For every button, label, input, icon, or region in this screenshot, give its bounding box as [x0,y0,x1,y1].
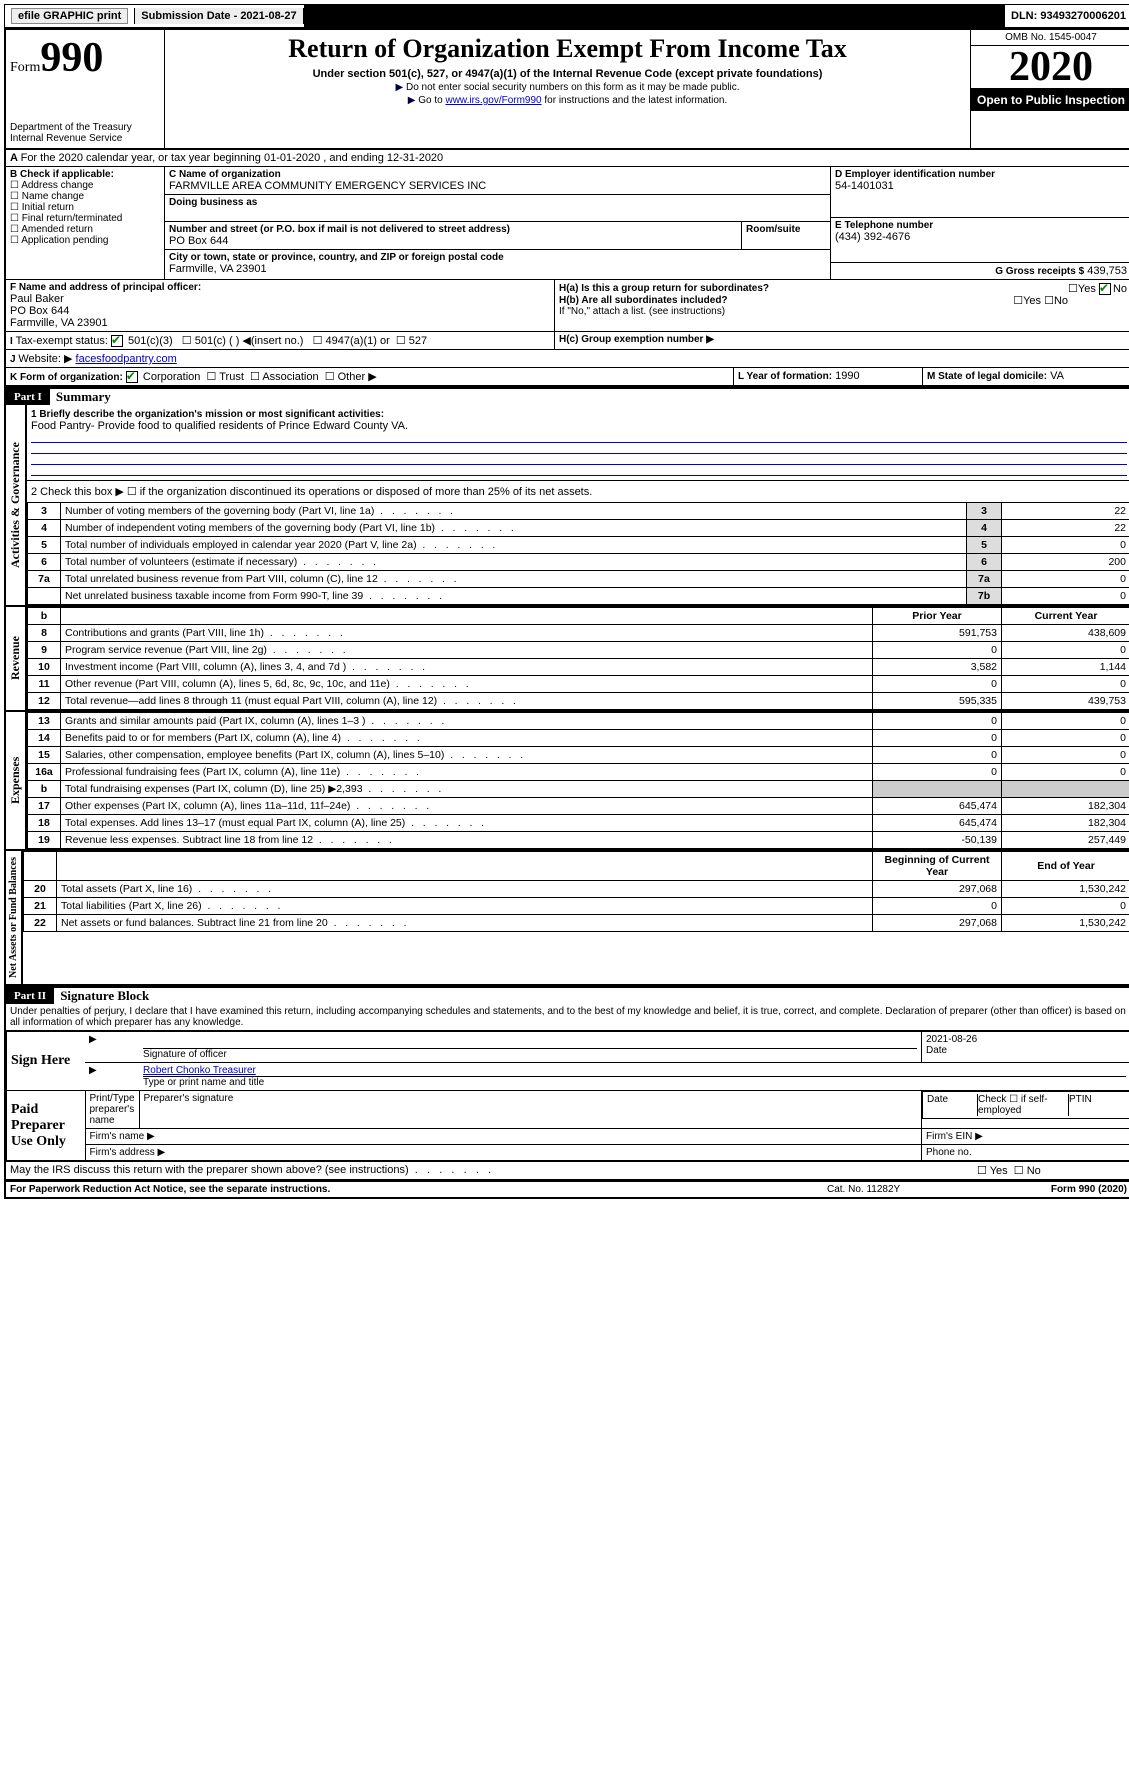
vtab-revenue: Revenue [6,607,27,710]
vtab-net: Net Assets or Fund Balances [6,851,23,984]
subtitle: Under section 501(c), 527, or 4947(a)(1)… [169,68,966,80]
form-title: Return of Organization Exempt From Incom… [169,34,966,64]
q1-label: 1 Briefly describe the organization's mi… [31,409,1127,420]
vtab-expenses: Expenses [6,712,27,849]
officer-name: Paul Baker [10,293,550,305]
note-ssn: Do not enter social security numbers on … [406,82,739,93]
dba-label: Doing business as [169,197,826,208]
paid-preparer-label: Paid Preparer Use Only [7,1091,86,1161]
sig-date: 2021-08-26 [926,1034,1126,1045]
dln: DLN: 93493270006201 [1005,8,1129,24]
efile-button[interactable]: efile GRAPHIC print [11,8,128,24]
topbar-black-fill [304,5,1005,27]
officer-city: Farmville, VA 23901 [10,317,550,329]
firm-addr-label: Firm's address ▶ [85,1145,922,1161]
year-formation: 1990 [835,370,859,382]
city-label: City or town, state or province, country… [169,252,826,263]
l-label: L Year of formation: [738,371,832,382]
open-public: Open to Public Inspection [971,89,1129,111]
note-goto-pre: Go to [418,95,445,106]
addr-label: Number and street (or P.O. box if mail i… [169,224,737,235]
mission-text: Food Pantry- Provide food to qualified r… [31,420,1127,432]
sign-here-label: Sign Here [7,1032,86,1091]
net-table: Beginning of Current YearEnd of Year 20T… [23,851,1129,932]
paperwork-label: For Paperwork Reduction Act Notice, see … [10,1184,827,1195]
room-label: Room/suite [746,224,826,235]
signature-table: Sign Here ▶ Signature of officer 2021-08… [6,1031,1129,1161]
note-goto-post: for instructions and the latest informat… [542,95,728,106]
part1-title: Summary [56,389,111,405]
part2-header: Part II [6,988,54,1004]
phone-no-label: Phone no. [922,1145,1129,1161]
tax-year: 2020 [971,46,1129,89]
perjury-text: Under penalties of perjury, I declare th… [6,1004,1129,1031]
org-name: FARMVILLE AREA COMMUNITY EMERGENCY SERVI… [169,180,826,192]
gross-receipts: 439,753 [1087,265,1127,277]
sig-officer-label: Signature of officer [143,1049,917,1060]
discuss-label: May the IRS discuss this return with the… [10,1164,409,1176]
part1-header: Part I [6,389,50,405]
vtab-governance: Activities & Governance [6,405,27,605]
hc-label: H(c) Group exemption number ▶ [555,332,1129,349]
tax-exempt-label: Tax-exempt status: [16,335,108,347]
website-label: Website: ▶ [18,353,72,365]
org-city: Farmville, VA 23901 [169,263,826,275]
top-bar: efile GRAPHIC print Submission Date - 20… [4,4,1129,28]
firm-ein-label: Firm's EIN ▶ [922,1129,1129,1145]
prep-sig-label: Preparer's signature [139,1091,921,1129]
ein-label: D Employer identification number [835,169,1127,180]
firm-name-label: Firm's name ▶ [85,1129,922,1145]
m-label: M State of legal domicile: [927,371,1047,382]
dept-label: Department of the Treasury Internal Reve… [10,122,160,144]
ha-label: H(a) Is this a group return for subordin… [559,283,769,294]
form-word: Form [10,60,40,75]
corp-check[interactable] [126,371,138,383]
501c3-check[interactable] [111,335,123,347]
prep-name-label: Print/Type preparer's name [85,1091,139,1129]
hb-note: If "No," attach a list. (see instruction… [559,306,1127,317]
part2-title: Signature Block [60,988,149,1004]
gross-label: G Gross receipts $ [995,266,1084,277]
form-header: Form990 Department of the Treasury Inter… [6,30,1129,150]
revenue-table: bPrior YearCurrent Year 8Contributions a… [27,607,1129,710]
f-label: F Name and address of principal officer: [10,282,550,293]
officer-addr: PO Box 644 [10,305,550,317]
k-label: K Form of organization: [10,372,123,383]
cat-no: Cat. No. 11282Y [827,1184,977,1195]
q2-text: 2 Check this box ▶ ☐ if the organization… [27,481,1129,502]
section-b: B Check if applicable: ☐ Address change … [6,167,165,279]
gov-table: 3Number of voting members of the governi… [27,502,1129,605]
ein: 54-1401031 [835,180,1127,192]
officer-link[interactable]: Robert Chonko Treasurer [143,1065,256,1076]
website-link[interactable]: facesfoodpantry.com [76,353,177,365]
phone-label: E Telephone number [835,220,1127,231]
phone: (434) 392-4676 [835,231,1127,243]
expense-table: 13Grants and similar amounts paid (Part … [27,712,1129,849]
date-label: Date [926,1045,1126,1056]
type-name-label: Type or print name and title [143,1077,1126,1088]
state-domicile: VA [1050,370,1064,382]
submission-date: Submission Date - 2021-08-27 [135,8,303,24]
form-number: 990 [40,35,103,81]
line-a: A For the 2020 calendar year, or tax yea… [6,150,1129,167]
org-address: PO Box 644 [169,235,737,247]
form-footer: Form 990 (2020) [977,1184,1127,1195]
irs-link[interactable]: www.irs.gov/Form990 [445,95,541,106]
c-name-label: C Name of organization [169,169,826,180]
hb-label: H(b) Are all subordinates included? [559,295,728,306]
